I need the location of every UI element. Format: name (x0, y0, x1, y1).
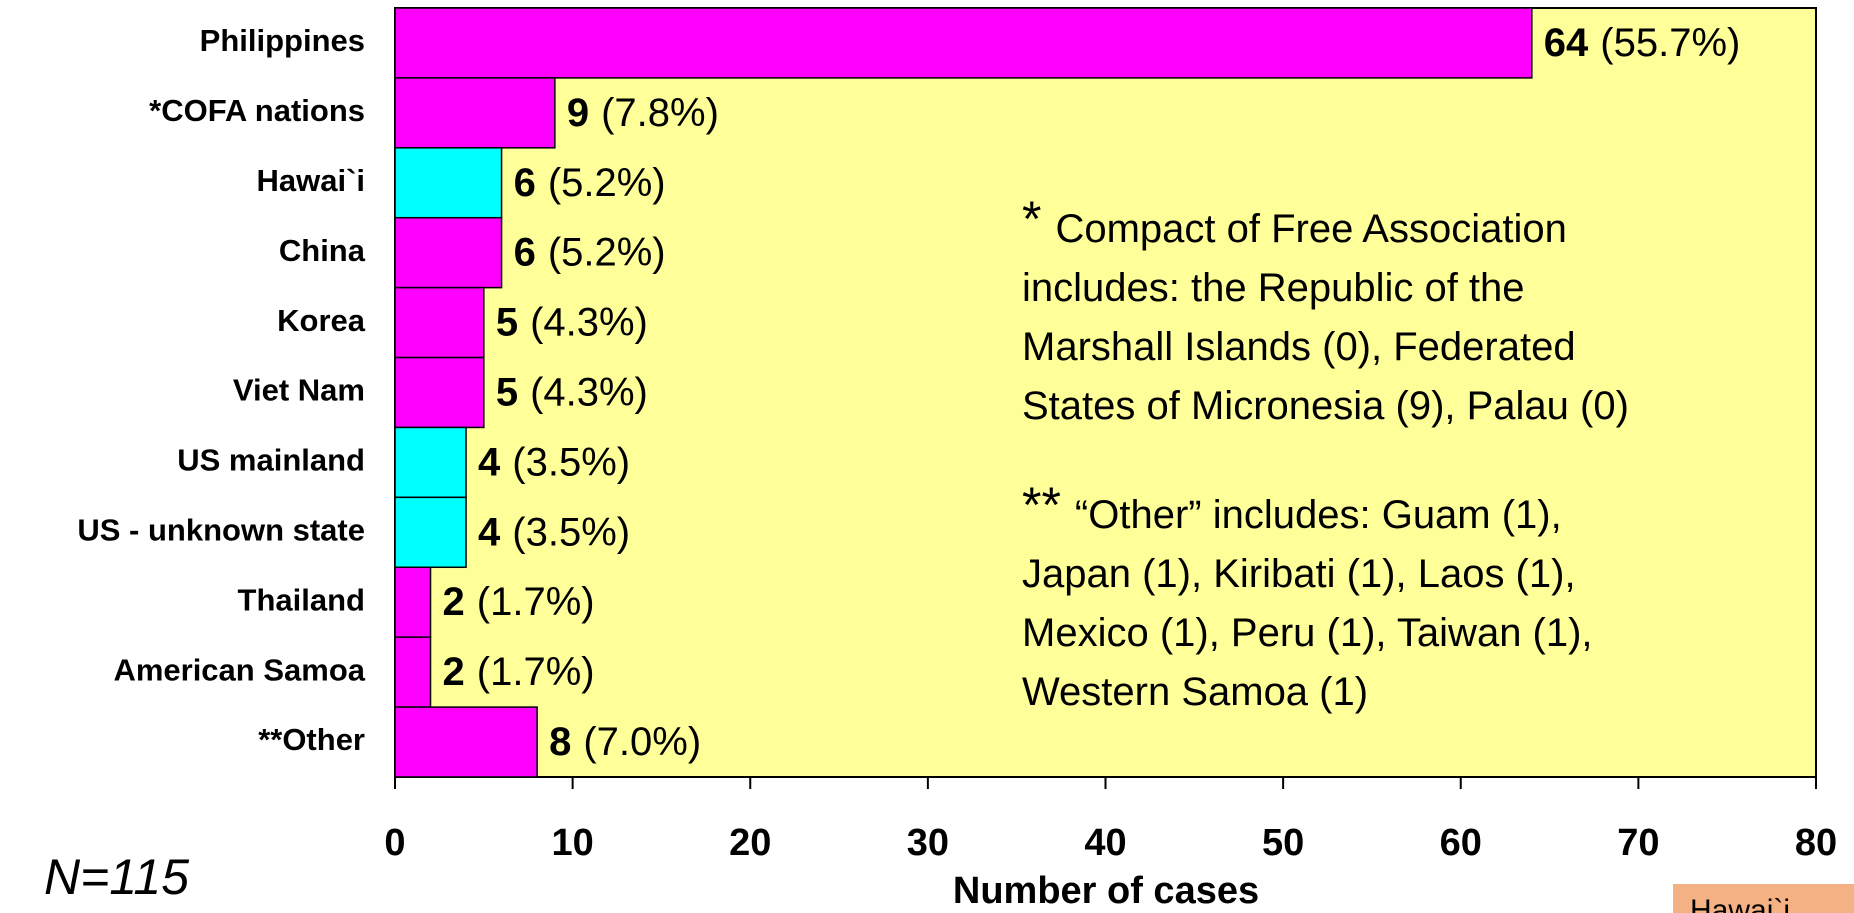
bar (394, 356, 485, 429)
value-label: 2 (443, 650, 465, 694)
bar (394, 426, 467, 499)
annotation-text: Marshall Islands (0), Federated (1022, 325, 1576, 369)
annotation-text: Western Samoa (1) (1022, 670, 1368, 714)
category-label: Thailand (238, 582, 365, 617)
category-label: *COFA nations (149, 93, 365, 128)
annotation-line: Western Samoa (1) (1022, 670, 1368, 714)
annotation-line: States of Micronesia (9), Palau (0) (1022, 384, 1629, 428)
bar (394, 7, 1533, 79)
category-label: American Samoa (113, 652, 365, 687)
annotation-line: * Compact of Free Association (1022, 191, 1567, 250)
percent-label: (1.7%) (477, 650, 595, 694)
value-label: 4 (478, 510, 501, 554)
category-label: China (279, 233, 366, 268)
annotation-text: includes: the Republic of the (1022, 266, 1525, 310)
value-label: 5 (496, 370, 518, 414)
annotation-text: “Other” includes: Guam (1), (1075, 493, 1562, 537)
percent-label: (3.5%) (512, 510, 630, 554)
x-tick-label: 60 (1440, 822, 1482, 864)
x-tick-label: 50 (1262, 822, 1304, 864)
bar (394, 77, 556, 149)
annotation-text: States of Micronesia (9), Palau (0) (1022, 384, 1629, 428)
percent-label: (4.3%) (530, 370, 648, 414)
data-label: 2 (1.7%) (443, 580, 595, 624)
bar (394, 706, 538, 778)
annotation-text: Japan (1), Kiribati (1), Laos (1), (1022, 552, 1576, 596)
category-label: US mainland (177, 443, 365, 478)
annotation-line: includes: the Republic of the (1022, 266, 1525, 310)
x-axis-title: Number of cases (953, 870, 1259, 912)
x-tick-label: 30 (907, 822, 949, 864)
annotation-line: ** “Other” includes: Guam (1), (1022, 477, 1562, 536)
value-label: 5 (496, 300, 518, 344)
data-label: 5 (4.3%) (496, 300, 648, 344)
category-label: Philippines (200, 23, 365, 58)
value-label: 6 (514, 230, 536, 274)
x-tick-label: 70 (1617, 822, 1659, 864)
category-label: US - unknown state (77, 513, 365, 548)
percent-label: (3.5%) (512, 440, 630, 484)
annotation-text: Compact of Free Association (1055, 207, 1566, 251)
annotation-marker: * (1022, 191, 1041, 247)
percent-label: (1.7%) (477, 580, 595, 624)
value-label: 4 (478, 440, 501, 484)
x-tick-label: 10 (551, 822, 593, 864)
category-label: **Other (258, 722, 365, 757)
percent-label: (55.7%) (1600, 21, 1740, 65)
data-label: 2 (1.7%) (443, 650, 595, 694)
bar (394, 286, 485, 359)
category-label: Korea (277, 303, 366, 338)
value-label: 64 (1544, 21, 1589, 65)
category-label: Viet Nam (233, 373, 365, 408)
data-label: 6 (5.2%) (514, 230, 666, 274)
logo-box (1673, 884, 1854, 913)
data-label: 64 (55.7%) (1544, 21, 1741, 65)
data-label: 6 (5.2%) (514, 160, 666, 204)
category-label: Hawai`i (256, 163, 365, 198)
annotation-marker: ** (1022, 477, 1061, 533)
bar (394, 216, 503, 289)
percent-label: (4.3%) (530, 300, 648, 344)
data-label: 4 (3.5%) (478, 510, 630, 554)
bar (394, 636, 432, 708)
value-label: 2 (443, 580, 465, 624)
percent-label: (7.8%) (601, 90, 719, 134)
plot-area (394, 7, 1817, 778)
annotation-line: Mexico (1), Peru (1), Taiwan (1), (1022, 611, 1593, 655)
x-tick-label: 0 (384, 822, 405, 864)
x-tick-label: 80 (1795, 822, 1837, 864)
data-label: 4 (3.5%) (478, 440, 630, 484)
percent-label: (5.2%) (548, 160, 666, 204)
x-tick-label: 20 (729, 822, 771, 864)
value-label: 9 (567, 90, 589, 134)
n-note: N=115 (44, 849, 189, 905)
value-label: 8 (549, 720, 571, 764)
bar (394, 147, 503, 219)
x-tick-label: 40 (1084, 822, 1126, 864)
data-label: 5 (4.3%) (496, 370, 648, 414)
annotation-text: Mexico (1), Peru (1), Taiwan (1), (1022, 611, 1593, 655)
bar (394, 496, 467, 569)
logo-text: Hawai`i (1690, 894, 1790, 913)
data-label: 9 (7.8%) (567, 90, 719, 134)
percent-label: (7.0%) (583, 720, 701, 764)
annotation-line: Marshall Islands (0), Federated (1022, 325, 1576, 369)
value-label: 6 (514, 160, 536, 204)
annotation-line: Japan (1), Kiribati (1), Laos (1), (1022, 552, 1576, 596)
data-label: 8 (7.0%) (549, 720, 701, 764)
bar (394, 566, 432, 638)
percent-label: (5.2%) (548, 230, 666, 274)
